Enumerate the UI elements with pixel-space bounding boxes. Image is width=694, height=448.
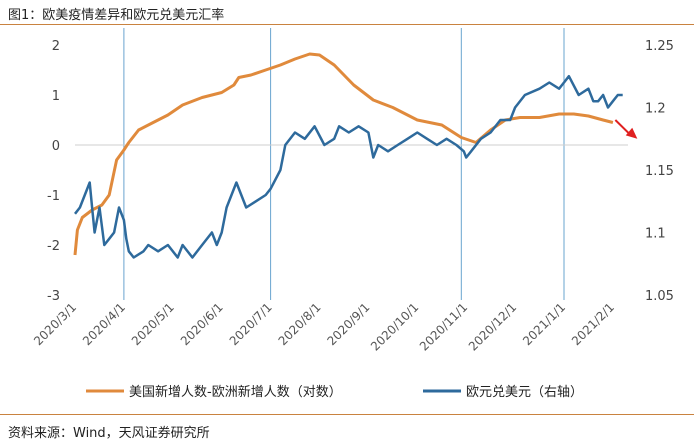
right-tick-1: 1.2 [645,102,666,117]
right-tick-0: 1.25 [645,39,674,54]
right-tick-3: 1.1 [645,227,666,242]
legend-label-orange: 美国新增人数-欧洲新增人数（对数） [129,384,342,400]
right-tick-2: 1.15 [645,164,674,179]
x-tick-4: 2020/7/1 [227,300,275,348]
right-axis: 1.25 1.2 1.15 1.1 1.05 [645,39,674,304]
arrow-head [625,127,638,139]
x-tick-0: 2020/3/1 [31,300,79,348]
series-us-minus-eu-cases [73,52,614,256]
left-tick-1: 1 [52,89,60,104]
x-tick-7: 2020/10/1 [368,300,421,353]
legend-label-blue: 欧元兑美元（右轴） [466,385,583,400]
legend: 美国新增人数-欧洲新增人数（对数） 欧元兑美元（右轴） [86,384,583,400]
x-tick-2: 2020/5/1 [129,300,177,348]
x-tick-3: 2020/6/1 [178,300,226,348]
bottom-rule [0,414,694,415]
x-tick-5: 2020/8/1 [276,300,324,348]
x-tick-9: 2020/12/1 [466,300,519,353]
x-tick-8: 2020/11/1 [417,300,470,353]
right-tick-4: 1.05 [645,289,674,304]
top-rule [0,24,694,25]
series-eurusd [74,74,623,259]
left-tick-4: -2 [47,239,60,254]
vertical-markers [123,28,565,300]
x-tick-11: 2021/2/1 [569,300,617,348]
x-tick-6: 2020/9/1 [325,300,373,348]
x-axis: 2020/3/1 2020/4/1 2020/5/1 2020/6/1 2020/7/1… [31,300,617,353]
left-tick-2: 0 [52,139,60,154]
figure-title: 图1：欧美疫情差异和欧元兑美元汇率 [8,8,225,23]
left-tick-5: -3 [47,289,60,304]
left-tick-0: 2 [52,39,60,54]
left-tick-3: -1 [47,189,60,204]
x-tick-10: 2021/1/1 [520,300,568,348]
x-tick-1: 2020/4/1 [80,300,128,348]
source-note: 资料来源：Wind，天风证券研究所 [8,426,210,441]
left-axis: 2 1 0 -1 -2 -3 [47,39,60,304]
trend-arrow [614,119,638,139]
